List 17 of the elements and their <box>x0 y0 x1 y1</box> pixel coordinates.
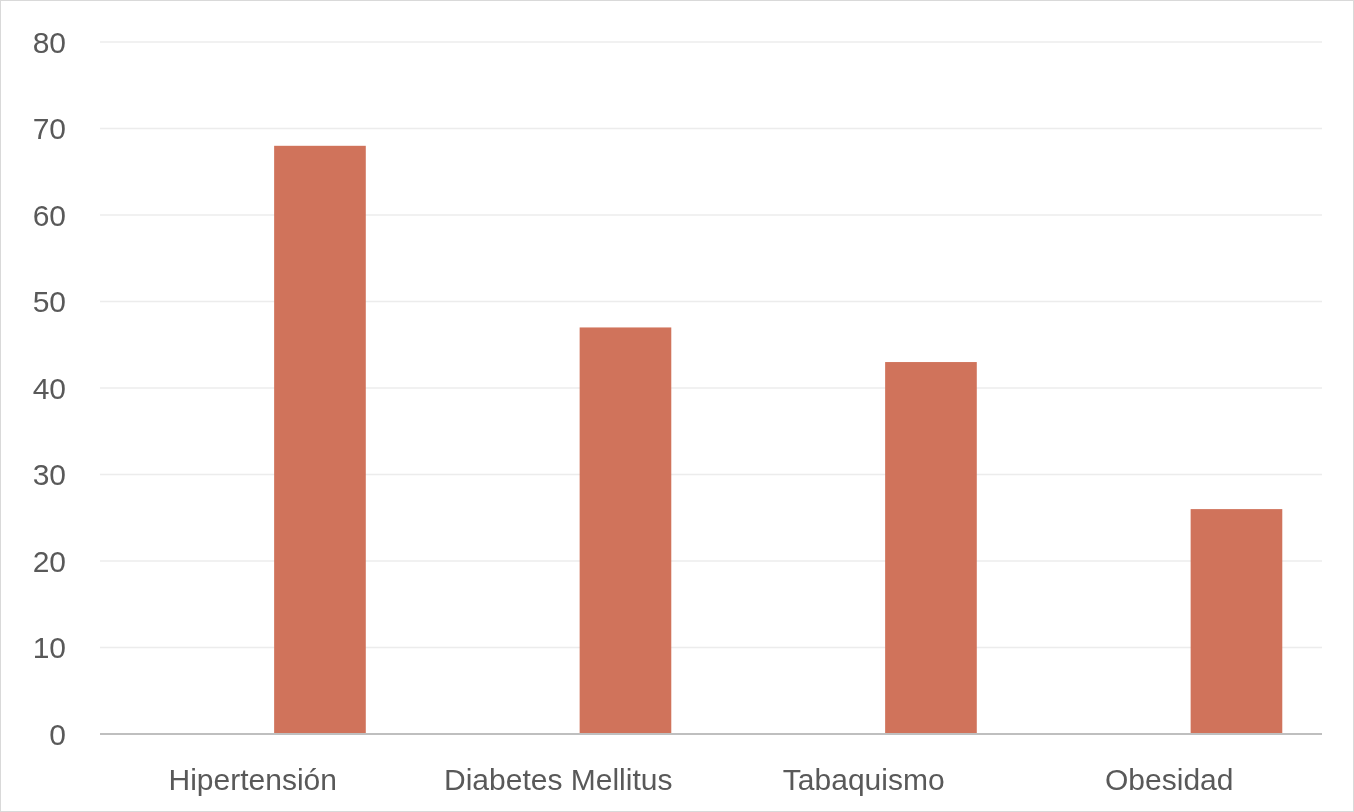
x-tick-label: Hipertensión <box>168 762 337 796</box>
y-tick-label: 20 <box>32 544 66 578</box>
x-tick-label: Obesidad <box>1105 762 1234 796</box>
bar <box>579 327 672 734</box>
y-tick-label: 0 <box>49 717 66 751</box>
bar <box>274 145 366 734</box>
x-tick-label: Tabaquismo <box>782 762 945 796</box>
y-tick-label: 80 <box>32 25 66 59</box>
bar <box>1190 509 1283 734</box>
y-tick-label: 30 <box>32 458 66 491</box>
y-tick-label: 40 <box>32 371 66 405</box>
y-tick-label: 70 <box>32 112 66 145</box>
y-tick-label: 10 <box>32 631 66 664</box>
bar <box>885 362 977 734</box>
x-tick-label: Diabetes Mellitus <box>444 762 673 796</box>
y-tick-label: 50 <box>32 285 66 318</box>
y-tick-label: 60 <box>32 198 66 232</box>
